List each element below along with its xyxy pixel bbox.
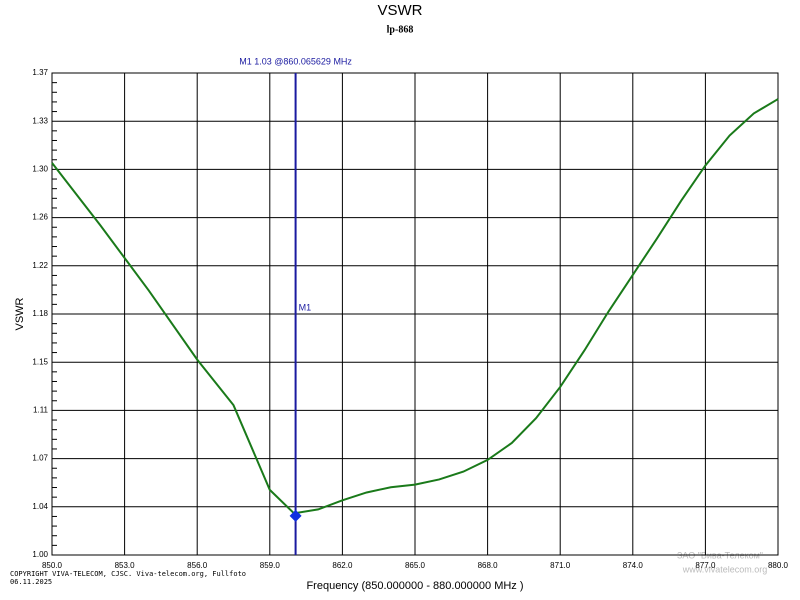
- x-tick-label: 868.0: [478, 561, 499, 570]
- y-tick-label: 1.00: [32, 550, 48, 559]
- y-tick-label: 1.22: [32, 261, 48, 270]
- x-tick-label: 862.0: [332, 561, 353, 570]
- marker-point: [289, 509, 302, 522]
- line-series: [51, 98, 779, 515]
- x-tick-label: 874.0: [623, 561, 644, 570]
- date: 06.11.2025: [10, 578, 52, 586]
- x-axis-label: Frequency (850.000000 - 880.000000 MHz ): [306, 580, 523, 592]
- chart-title: VSWR: [378, 2, 423, 19]
- x-tick-label: 856.0: [187, 561, 208, 570]
- chart-subtitle: lp-868: [387, 24, 414, 35]
- marker-readout: M1 1.03 @860.065629 MHz: [239, 56, 352, 66]
- watermark: www.vivatelecom.org: [682, 564, 768, 574]
- y-axis-label: VSWR: [14, 297, 26, 330]
- x-tick-label: 877.0: [695, 561, 716, 570]
- x-tick-label: 853.0: [115, 561, 136, 570]
- y-tick-label: 1.15: [32, 357, 48, 366]
- y-tick-label: 1.18: [32, 309, 48, 318]
- x-tick-label: 871.0: [550, 561, 571, 570]
- y-tick-label: 1.04: [32, 502, 48, 511]
- x-tick-label: 850.0: [42, 561, 63, 570]
- y-tick-label: 1.07: [32, 454, 48, 463]
- y-tick-label: 1.11: [33, 406, 49, 415]
- y-tick-label: 1.33: [32, 116, 48, 125]
- marker-name: M1: [299, 302, 312, 312]
- copyright: COPYRIGHT VIVA-TELECOM, CJSC. Viva-telec…: [10, 570, 246, 578]
- x-tick-label: 859.0: [260, 561, 281, 570]
- y-tick-label: 1.26: [32, 213, 48, 222]
- y-tick-label: 1.37: [32, 68, 48, 77]
- x-tick-label: 880.0: [768, 561, 789, 570]
- x-tick-label: 865.0: [405, 561, 426, 570]
- y-tick-label: 1.30: [32, 165, 48, 174]
